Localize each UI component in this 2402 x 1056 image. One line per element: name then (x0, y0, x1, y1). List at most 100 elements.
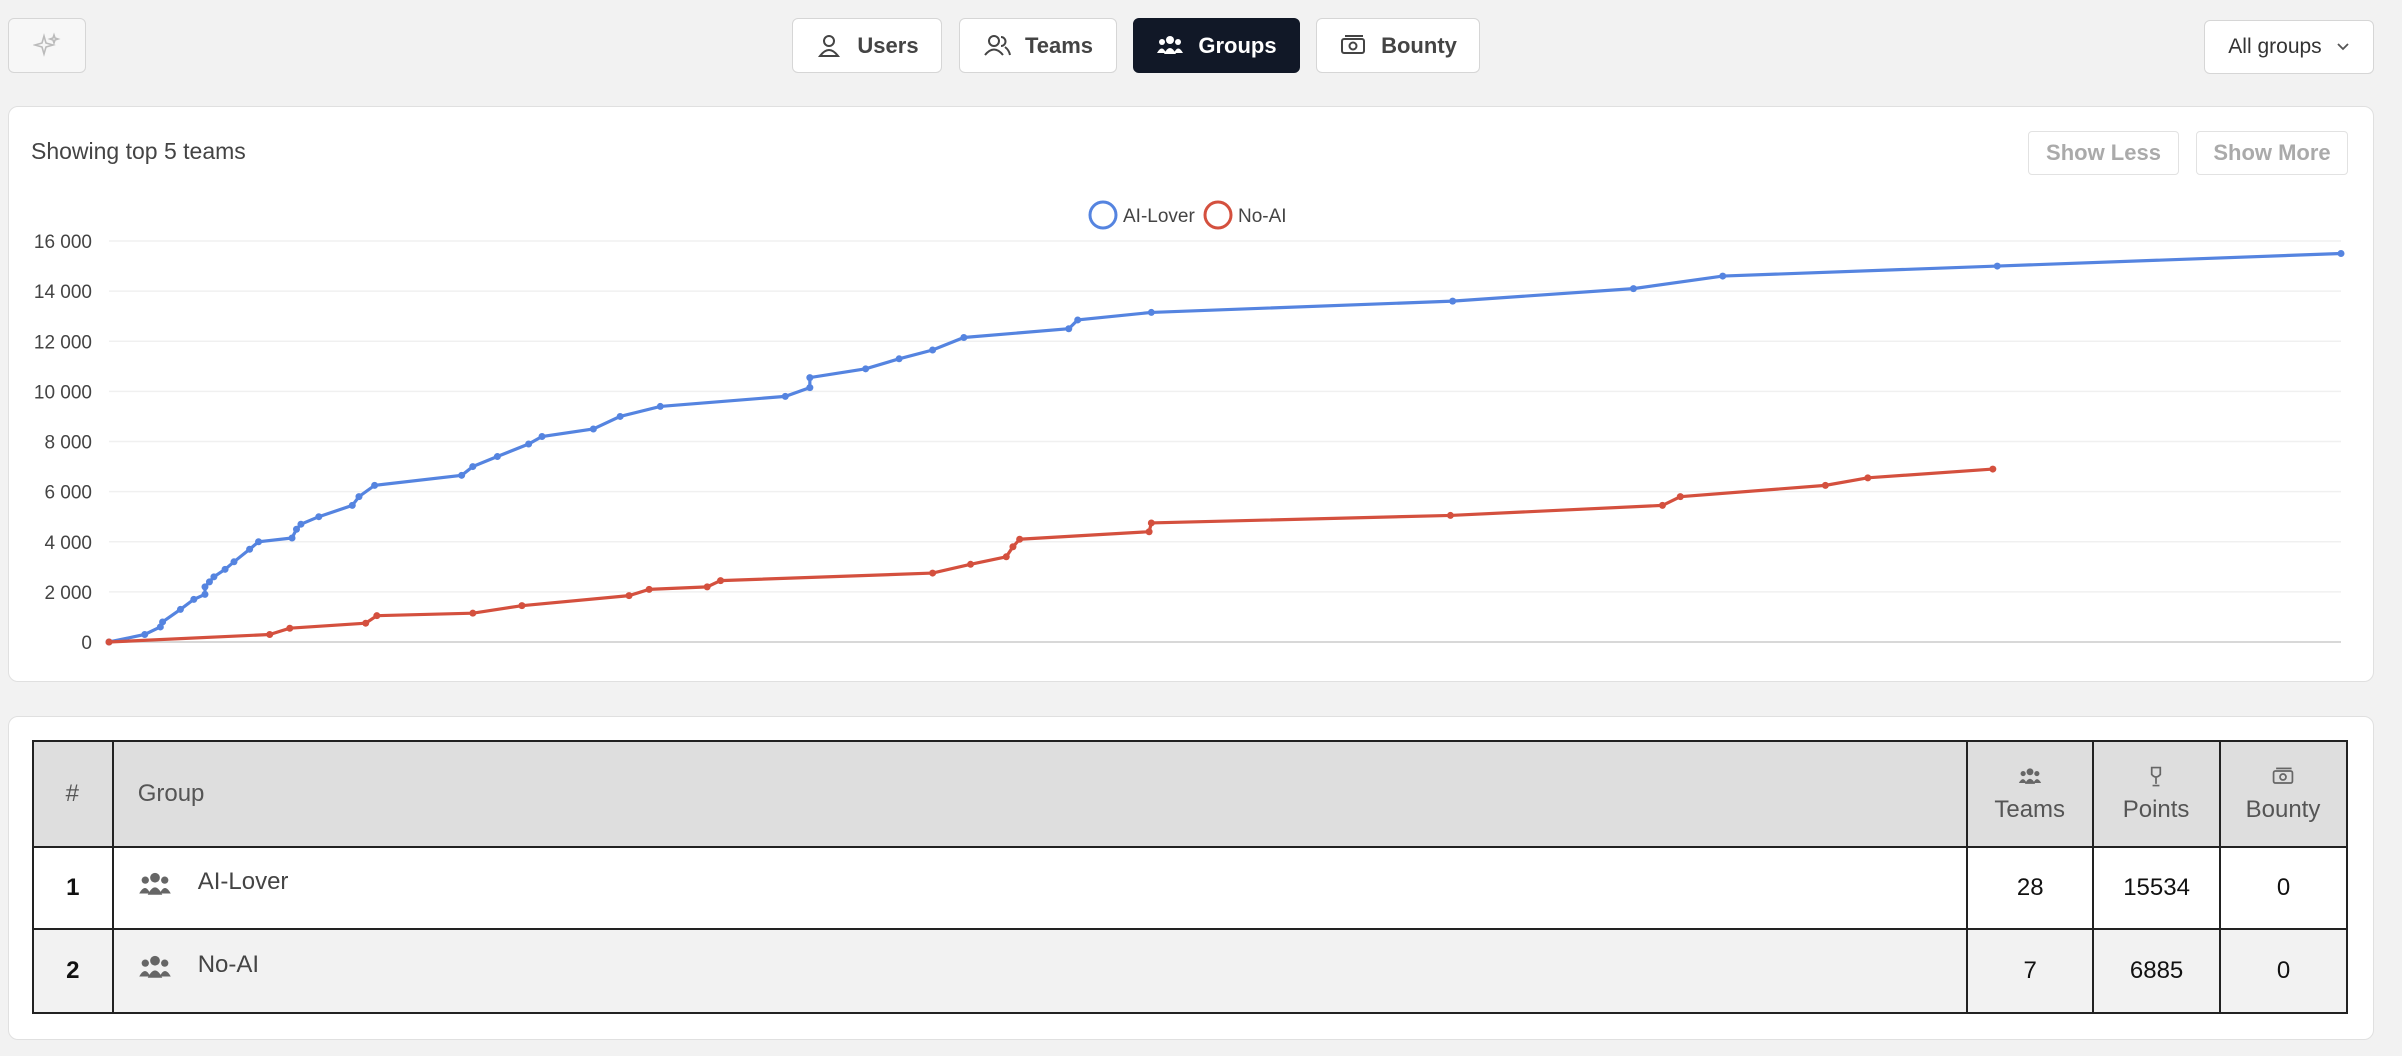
data-point (1446, 511, 1454, 519)
data-point (362, 619, 370, 627)
data-point (190, 595, 198, 603)
data-point (493, 453, 501, 461)
data-point (656, 402, 664, 410)
data-point (1145, 528, 1153, 536)
sparkle-icon (33, 31, 61, 57)
tab-button[interactable]: Users (792, 18, 942, 73)
table-row: 2 No-AI 7 6885 0 (32, 928, 2349, 1014)
data-point (297, 520, 305, 528)
data-point (315, 513, 323, 521)
data-point (230, 558, 238, 566)
tab-label: Bounty (1381, 32, 1457, 58)
data-point (806, 384, 814, 392)
table-cell: 28 (1966, 846, 2095, 930)
show-more-button[interactable]: Show More (2196, 131, 2348, 175)
data-point (210, 573, 218, 581)
y-tick-label: 8 000 (44, 433, 92, 454)
tab-button[interactable]: Bounty (1316, 18, 1480, 73)
data-point (806, 374, 814, 382)
y-tick-label: 10 000 (34, 382, 92, 403)
table-cell: 7 (1966, 928, 2095, 1014)
data-point (518, 602, 526, 610)
data-point (246, 545, 254, 553)
chart: 0 2 000 4 000 6 000 8 000 10 000 12 000 14 000 1… (34, 200, 2345, 654)
table-cell: 15534 (2092, 846, 2221, 930)
magic-button[interactable] (8, 18, 86, 73)
column-header: Bounty (2218, 740, 2349, 848)
data-point (1719, 272, 1727, 280)
table-cell: 0 (2218, 928, 2349, 1014)
tab-button[interactable]: Groups (1133, 18, 1300, 73)
cell-value: 15534 (2123, 874, 2190, 901)
table-cell: 2 (32, 928, 114, 1014)
table-cell: 6885 (2092, 928, 2221, 1014)
data-point (176, 605, 184, 613)
data-point (538, 432, 546, 440)
data-point (292, 525, 300, 533)
data-point (1989, 465, 1997, 473)
cell-value: 0 (2276, 957, 2291, 984)
icon (1157, 35, 1184, 54)
column-header: # (32, 740, 114, 848)
data-point (1449, 297, 1457, 305)
y-tick-label: 0 (81, 633, 92, 654)
data-point (355, 493, 363, 501)
header-icon (2094, 765, 2218, 796)
y-tick-label: 4 000 (44, 533, 92, 554)
tab-label: Users (857, 32, 919, 58)
icon (138, 955, 171, 978)
data-point (1009, 543, 1017, 551)
data-point (781, 392, 789, 400)
data-point (141, 630, 149, 638)
data-point (1658, 501, 1666, 509)
group-icon (138, 951, 172, 992)
data-point (1147, 308, 1155, 316)
tab-label: Groups (1198, 32, 1277, 58)
icon (2150, 766, 2162, 786)
icon (2018, 767, 2041, 784)
chevron (2337, 43, 2349, 51)
data-point (266, 630, 274, 638)
column-label: # (65, 780, 80, 807)
data-point (2337, 250, 2345, 258)
cell-value: 28 (2016, 874, 2044, 901)
data-point (205, 578, 213, 586)
series-line (108, 251, 2342, 644)
table-cell: AI-Lover (111, 846, 1969, 930)
data-point (221, 565, 229, 573)
table-cell: 0 (2218, 846, 2349, 930)
icon (1341, 34, 1366, 54)
data-point (288, 534, 296, 542)
group-filter[interactable]: All groups (2204, 20, 2374, 74)
data-point (1002, 553, 1010, 561)
y-tick-label: 12 000 (34, 332, 92, 353)
data-point (717, 577, 725, 585)
y-tick-label: 14 000 (34, 282, 92, 303)
filter-label: All groups (2228, 35, 2322, 58)
icon (138, 872, 171, 895)
data-point (1629, 285, 1637, 293)
header-icon (2221, 765, 2345, 796)
chart-card (8, 106, 2374, 682)
data-point (960, 333, 968, 341)
icon (818, 34, 841, 57)
data-point (967, 560, 975, 568)
column-label: Group (137, 780, 205, 807)
table-cell: 1 (32, 846, 114, 930)
data-point (1074, 316, 1082, 324)
data-point (525, 440, 533, 448)
cell-value: 1 (66, 874, 80, 901)
tab-label: Teams (1024, 32, 1094, 58)
legend-label: AI-Lover (1123, 206, 1195, 227)
tab-button[interactable]: Teams (959, 18, 1117, 73)
data-point (929, 569, 937, 577)
cell-value: 2 (66, 957, 80, 984)
column-header: Teams (1966, 740, 2095, 848)
data-point (703, 583, 711, 591)
cell-value: 7 (2023, 957, 2037, 984)
table-body: 1 AI-Lover 28 15534 0 2 No-AI 7 6885 0 (32, 846, 2349, 1014)
show-less-button[interactable]: Show Less (2028, 131, 2179, 175)
data-point (1821, 481, 1829, 489)
data-point (348, 501, 356, 509)
